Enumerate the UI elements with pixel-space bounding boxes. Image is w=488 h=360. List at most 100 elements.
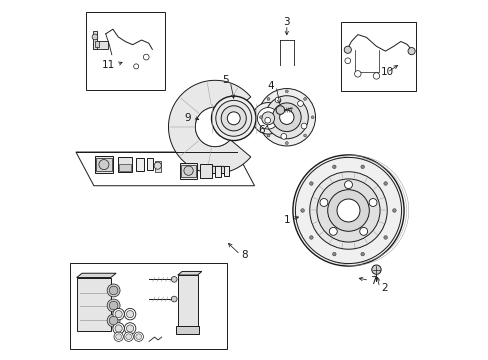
Circle shape bbox=[116, 334, 121, 339]
Circle shape bbox=[92, 34, 98, 40]
Circle shape bbox=[303, 98, 306, 100]
Circle shape bbox=[392, 209, 395, 212]
Circle shape bbox=[279, 110, 293, 125]
Circle shape bbox=[310, 116, 313, 119]
Bar bbox=[340, 22, 415, 91]
Circle shape bbox=[136, 334, 142, 339]
Circle shape bbox=[124, 323, 136, 334]
Bar bbox=[77, 278, 110, 330]
Circle shape bbox=[327, 190, 368, 231]
Circle shape bbox=[332, 252, 335, 256]
Text: 2: 2 bbox=[381, 283, 387, 293]
Circle shape bbox=[280, 134, 286, 139]
Circle shape bbox=[372, 73, 379, 79]
Circle shape bbox=[285, 141, 287, 144]
Bar bbox=[215, 166, 221, 177]
Circle shape bbox=[195, 107, 234, 147]
Bar bbox=[119, 164, 131, 171]
Bar bbox=[136, 158, 144, 171]
Polygon shape bbox=[178, 271, 202, 275]
Circle shape bbox=[215, 100, 251, 136]
Bar bbox=[147, 158, 153, 170]
Polygon shape bbox=[77, 273, 116, 278]
Bar bbox=[94, 156, 113, 173]
Circle shape bbox=[407, 48, 414, 55]
Circle shape bbox=[383, 236, 386, 239]
Polygon shape bbox=[168, 80, 250, 174]
Circle shape bbox=[344, 46, 351, 53]
Circle shape bbox=[183, 166, 193, 175]
Circle shape bbox=[154, 162, 161, 169]
Circle shape bbox=[344, 181, 352, 189]
Circle shape bbox=[360, 165, 364, 168]
Circle shape bbox=[125, 334, 131, 339]
Circle shape bbox=[109, 286, 118, 295]
Circle shape bbox=[221, 106, 246, 131]
Bar bbox=[176, 326, 199, 334]
Circle shape bbox=[300, 209, 304, 212]
Circle shape bbox=[133, 64, 139, 69]
Circle shape bbox=[329, 228, 337, 235]
Bar bbox=[93, 41, 107, 49]
Circle shape bbox=[303, 134, 306, 137]
Bar bbox=[200, 163, 212, 178]
Circle shape bbox=[107, 284, 120, 297]
Circle shape bbox=[344, 58, 350, 64]
Circle shape bbox=[336, 199, 359, 222]
Circle shape bbox=[113, 309, 124, 320]
Circle shape bbox=[126, 311, 133, 318]
Circle shape bbox=[276, 106, 284, 114]
Circle shape bbox=[309, 172, 386, 249]
Circle shape bbox=[301, 123, 306, 129]
Circle shape bbox=[261, 112, 274, 125]
Bar bbox=[118, 157, 132, 172]
Circle shape bbox=[252, 103, 284, 134]
Circle shape bbox=[143, 54, 149, 60]
Circle shape bbox=[109, 301, 118, 310]
Circle shape bbox=[266, 134, 269, 137]
Circle shape bbox=[211, 96, 255, 140]
Bar bbox=[93, 31, 97, 49]
Text: 8: 8 bbox=[241, 250, 247, 260]
Bar bbox=[223, 166, 229, 176]
Circle shape bbox=[99, 159, 109, 170]
Text: 6: 6 bbox=[258, 125, 265, 135]
Circle shape bbox=[265, 96, 308, 139]
Circle shape bbox=[114, 332, 123, 341]
Circle shape bbox=[107, 299, 120, 312]
Circle shape bbox=[309, 182, 312, 185]
Text: 7: 7 bbox=[369, 276, 376, 286]
Circle shape bbox=[285, 90, 287, 93]
Circle shape bbox=[368, 199, 376, 206]
Bar bbox=[86, 12, 164, 90]
Circle shape bbox=[272, 103, 301, 132]
Text: 5: 5 bbox=[221, 75, 228, 85]
Circle shape bbox=[354, 71, 360, 77]
Bar bbox=[95, 41, 99, 47]
Circle shape bbox=[383, 182, 386, 185]
Circle shape bbox=[360, 252, 364, 256]
Circle shape bbox=[227, 112, 240, 125]
Circle shape bbox=[316, 179, 379, 242]
Bar bbox=[70, 263, 226, 349]
Bar bbox=[155, 161, 160, 172]
Circle shape bbox=[309, 236, 312, 239]
Circle shape bbox=[275, 97, 280, 103]
Circle shape bbox=[264, 117, 270, 123]
Bar bbox=[96, 158, 112, 171]
Circle shape bbox=[113, 323, 124, 334]
Circle shape bbox=[259, 116, 262, 119]
Circle shape bbox=[126, 325, 133, 332]
Text: 3: 3 bbox=[283, 17, 289, 27]
Circle shape bbox=[257, 108, 278, 129]
Circle shape bbox=[134, 332, 143, 341]
Text: 1: 1 bbox=[283, 215, 290, 225]
Circle shape bbox=[297, 101, 303, 107]
Circle shape bbox=[124, 332, 133, 341]
Circle shape bbox=[359, 228, 367, 235]
Polygon shape bbox=[204, 166, 225, 174]
Text: 4: 4 bbox=[267, 81, 273, 91]
Bar bbox=[178, 275, 197, 334]
Circle shape bbox=[107, 314, 120, 327]
Circle shape bbox=[171, 296, 177, 302]
